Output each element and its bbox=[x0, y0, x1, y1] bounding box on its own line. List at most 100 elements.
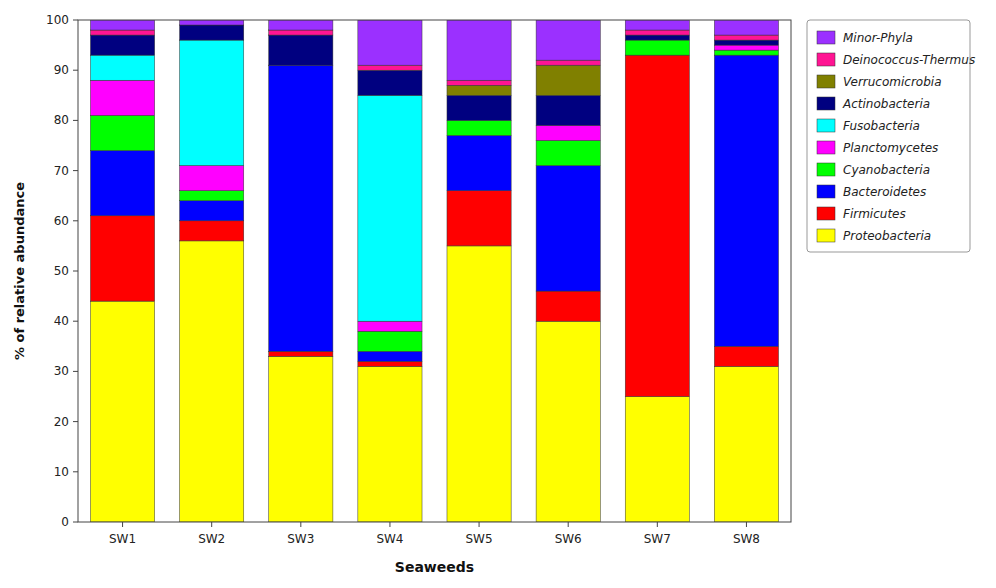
bar-segment bbox=[90, 115, 154, 150]
y-tick-label: 40 bbox=[54, 314, 69, 328]
bar-segment bbox=[536, 125, 600, 140]
x-tick bbox=[122, 522, 123, 527]
bar-segment bbox=[625, 40, 689, 55]
bar-segment bbox=[536, 20, 600, 60]
bar-segment bbox=[714, 50, 778, 55]
legend-label: Planctomycetes bbox=[843, 141, 938, 155]
bar-segment bbox=[358, 95, 422, 321]
y-tick bbox=[73, 371, 78, 372]
legend-swatch bbox=[817, 75, 835, 88]
bar-segment bbox=[714, 35, 778, 40]
y-tick-label: 50 bbox=[54, 264, 69, 278]
bar-segment bbox=[714, 40, 778, 45]
bar-segment bbox=[714, 20, 778, 35]
chart: 0102030405060708090100SW1SW2SW3SW4SW5SW6… bbox=[0, 0, 996, 588]
bar-segment bbox=[625, 35, 689, 40]
legend-swatch bbox=[817, 31, 835, 44]
y-tick bbox=[73, 220, 78, 221]
legend-swatch bbox=[817, 185, 835, 198]
x-tick-label: SW7 bbox=[644, 532, 671, 546]
legend-label: Bacteroidetes bbox=[843, 185, 926, 199]
legend-label: Actinobacteria bbox=[842, 97, 930, 111]
x-tick-label: SW1 bbox=[109, 532, 136, 546]
y-tick-label: 20 bbox=[54, 415, 69, 429]
x-tick bbox=[657, 522, 658, 527]
bar-segment bbox=[625, 20, 689, 30]
bar-segment bbox=[358, 366, 422, 522]
bar-segment bbox=[358, 70, 422, 95]
bar-segment bbox=[358, 361, 422, 366]
x-tick bbox=[479, 522, 480, 527]
bar-segment bbox=[536, 140, 600, 165]
bar-segment bbox=[90, 301, 154, 522]
bar-segment bbox=[447, 120, 511, 135]
y-tick bbox=[73, 271, 78, 272]
bar-segment bbox=[447, 85, 511, 95]
y-tick-label: 100 bbox=[46, 13, 69, 27]
bar-segment bbox=[625, 30, 689, 35]
series bbox=[90, 40, 778, 351]
bar-segment bbox=[358, 351, 422, 361]
bar-segment bbox=[180, 191, 244, 201]
y-axis: 0102030405060708090100 bbox=[46, 13, 78, 529]
bar-segment bbox=[536, 291, 600, 321]
bar-segment bbox=[625, 397, 689, 523]
y-tick bbox=[73, 70, 78, 71]
x-axis-label: Seaweeds bbox=[395, 559, 474, 575]
x-tick-label: SW8 bbox=[733, 532, 760, 546]
bar-segment bbox=[180, 201, 244, 221]
x-tick-label: SW2 bbox=[198, 532, 225, 546]
bar-segment bbox=[447, 135, 511, 190]
y-tick-label: 70 bbox=[54, 164, 69, 178]
legend-swatch bbox=[817, 207, 835, 220]
bar-segment bbox=[269, 30, 333, 35]
bar-segment bbox=[358, 20, 422, 65]
x-tick bbox=[211, 522, 212, 527]
bar-segment bbox=[180, 241, 244, 522]
x-axis: SW1SW2SW3SW4SW5SW6SW7SW8 bbox=[109, 522, 760, 546]
bar-segment bbox=[358, 321, 422, 331]
bar-segment bbox=[536, 95, 600, 125]
bar-segment bbox=[358, 331, 422, 351]
bar-segment bbox=[714, 366, 778, 522]
legend-label: Fusobacteria bbox=[843, 119, 920, 133]
bar-segment bbox=[269, 351, 333, 356]
bar-segment bbox=[536, 60, 600, 65]
legend-label: Cyanobacteria bbox=[843, 163, 930, 177]
bar-segment bbox=[358, 65, 422, 70]
bar-segment bbox=[180, 25, 244, 40]
legend-label: Proteobacteria bbox=[843, 229, 931, 243]
y-tick bbox=[73, 522, 78, 523]
x-tick bbox=[389, 522, 390, 527]
y-tick bbox=[73, 20, 78, 21]
bar-segment bbox=[714, 55, 778, 346]
y-tick-label: 60 bbox=[54, 214, 69, 228]
bar-segment bbox=[536, 166, 600, 292]
bar-segment bbox=[90, 20, 154, 30]
series bbox=[90, 30, 778, 85]
x-tick-label: SW3 bbox=[287, 532, 314, 546]
legend-swatch bbox=[817, 163, 835, 176]
series bbox=[90, 40, 422, 321]
bar-segment bbox=[447, 95, 511, 120]
bar-segment bbox=[269, 35, 333, 65]
bar-segment bbox=[447, 246, 511, 522]
bar-segment bbox=[536, 321, 600, 522]
x-tick bbox=[300, 522, 301, 527]
x-tick-label: SW6 bbox=[555, 532, 582, 546]
y-tick bbox=[73, 421, 78, 422]
y-tick-label: 10 bbox=[54, 465, 69, 479]
bar-segment bbox=[90, 216, 154, 301]
plot-frame bbox=[78, 20, 791, 522]
bar-segment bbox=[90, 151, 154, 216]
bar-segment bbox=[625, 55, 689, 396]
bar-segment bbox=[269, 65, 333, 351]
y-tick bbox=[73, 321, 78, 322]
y-tick bbox=[73, 120, 78, 121]
bar-segment bbox=[180, 166, 244, 191]
bar-segment bbox=[90, 30, 154, 35]
legend-swatch bbox=[817, 97, 835, 110]
legend-swatch bbox=[817, 53, 835, 66]
bar-segment bbox=[447, 80, 511, 85]
bar-segment bbox=[90, 55, 154, 80]
